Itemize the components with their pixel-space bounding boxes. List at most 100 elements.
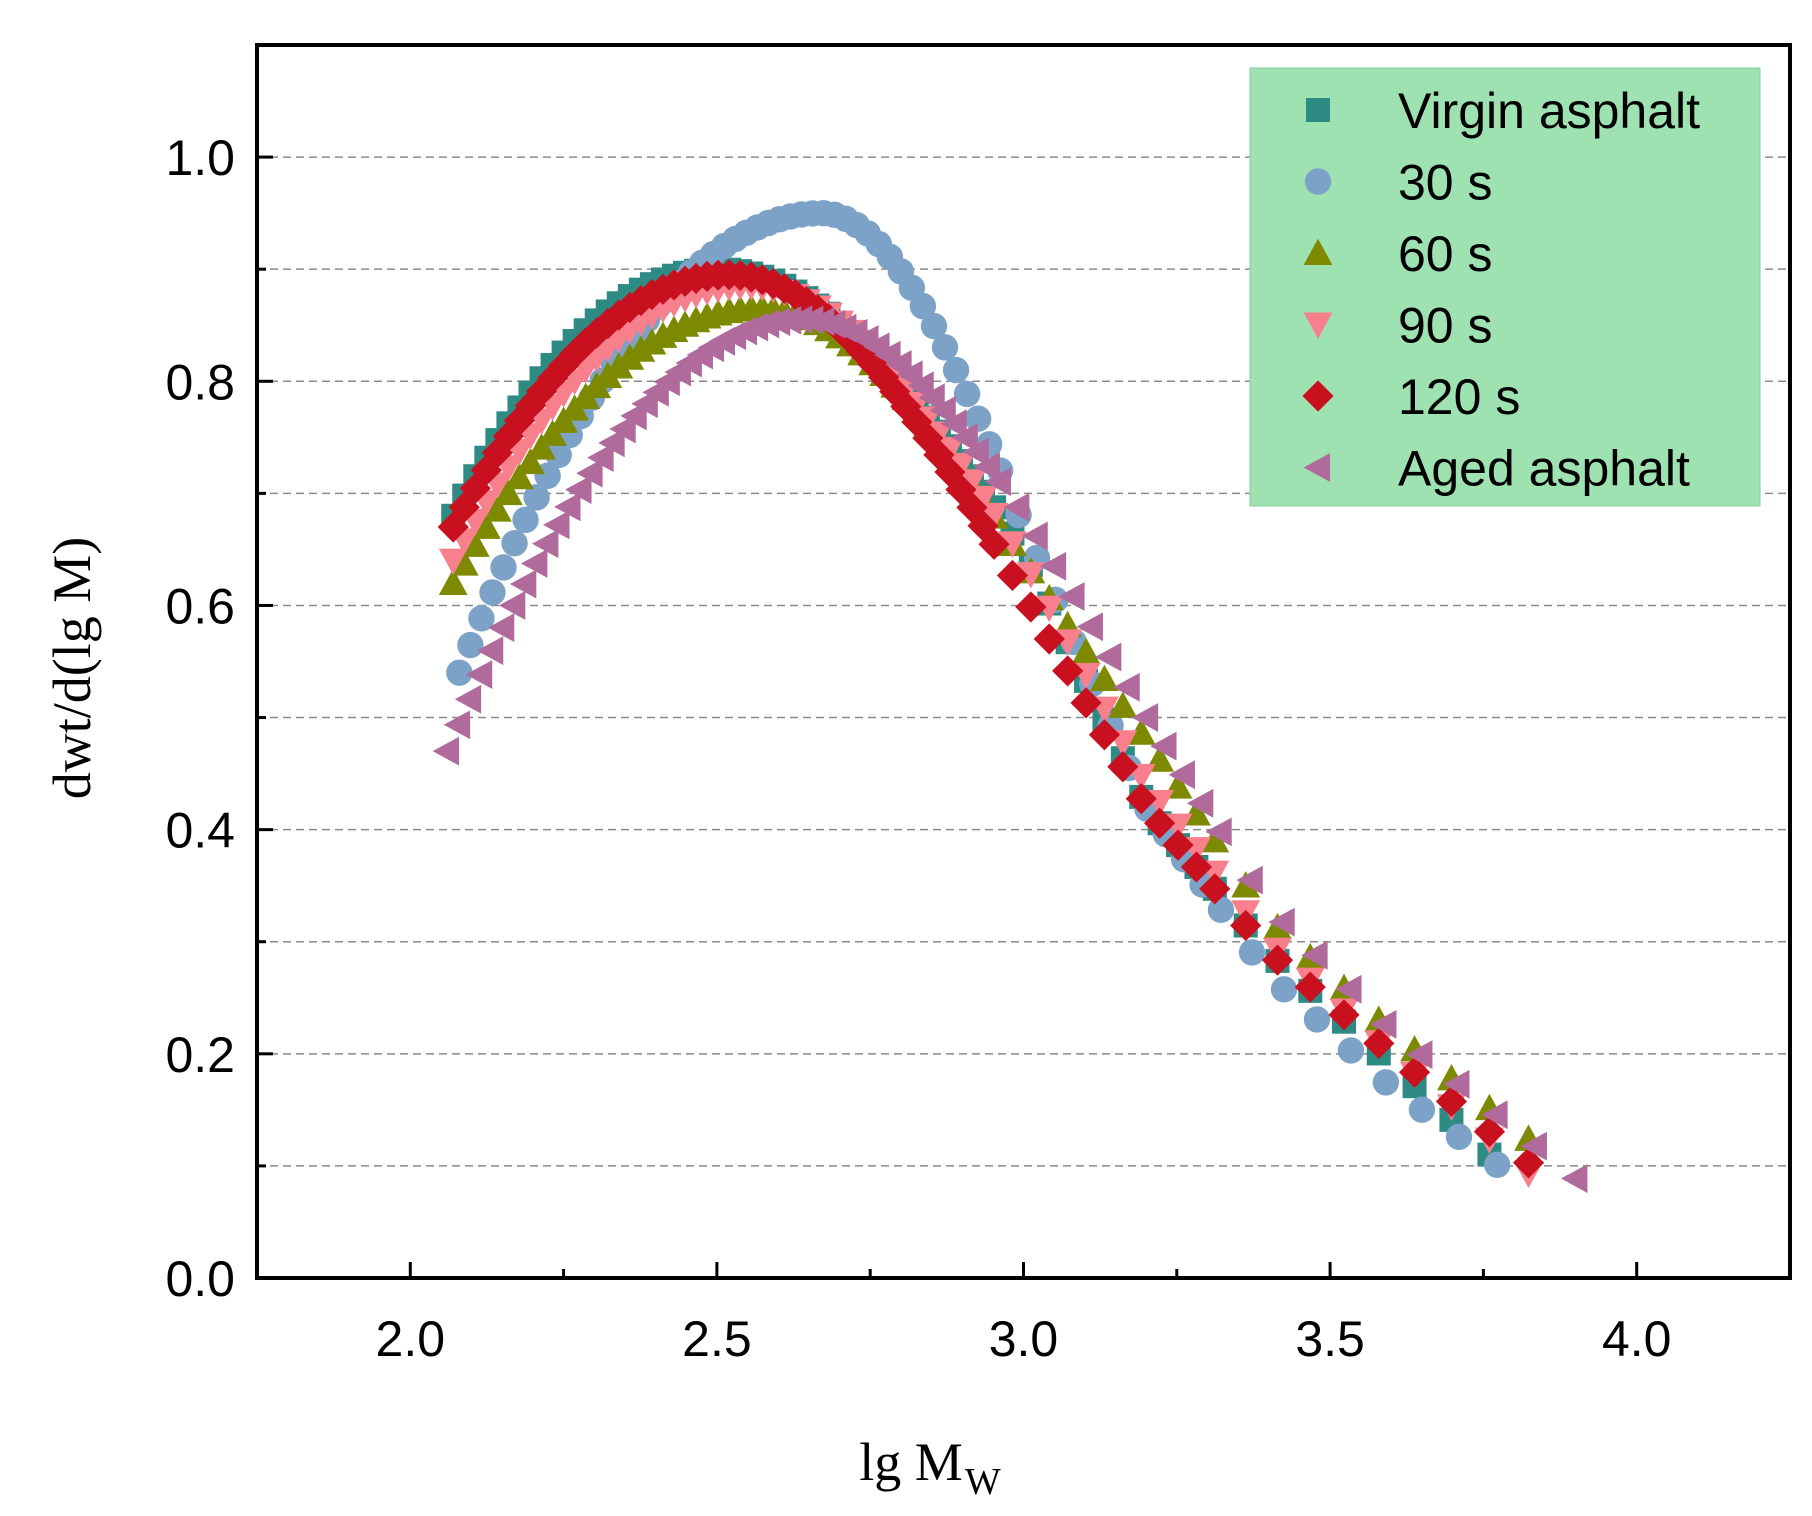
data-point (1301, 940, 1328, 970)
data-point (460, 530, 490, 557)
data-point (1445, 1123, 1473, 1151)
data-point (482, 495, 512, 522)
data-point (494, 478, 523, 506)
data-point (512, 506, 539, 534)
data-point (432, 736, 460, 766)
data-point (487, 613, 515, 643)
data-point (476, 636, 504, 666)
axis-ticks (257, 155, 1639, 1280)
data-point (620, 401, 647, 431)
legend-marker (1303, 453, 1330, 482)
data-point (1090, 664, 1119, 691)
data-point (565, 475, 592, 504)
data-point (516, 447, 545, 475)
data-point (996, 559, 1029, 592)
data-point (1408, 1096, 1436, 1123)
data-point (492, 420, 525, 452)
data-point (471, 512, 501, 539)
data-point (536, 362, 569, 394)
data-point (501, 529, 528, 557)
data-point (1200, 825, 1230, 853)
data-point (570, 327, 602, 359)
data-point (1108, 691, 1138, 718)
data-point (1520, 1131, 1547, 1161)
data-point (454, 684, 482, 714)
data-point (979, 502, 1009, 530)
data-point (1370, 1009, 1397, 1039)
data-point (752, 309, 780, 339)
y-tick-label: 0.6 (165, 578, 235, 634)
legend-marker (1306, 98, 1330, 122)
data-point (576, 458, 603, 488)
data-point (1131, 703, 1159, 732)
data-point (457, 631, 484, 659)
data-point (520, 549, 548, 578)
data-point (1126, 718, 1156, 745)
data-point (525, 375, 558, 408)
data-point (1238, 939, 1266, 966)
data-point (1230, 909, 1262, 942)
data-point (587, 443, 614, 473)
data-point (559, 338, 591, 370)
tick-labels: 2.0 2.5 3.0 3.5 4.0 0.0 0.2 0.4 0.6 0.8 1.0 (165, 130, 1671, 1367)
data-point (1435, 1085, 1468, 1118)
data-point (953, 380, 981, 408)
data-point (548, 349, 580, 382)
data-point (1443, 1069, 1470, 1099)
data-point (443, 710, 471, 740)
data-point (1125, 783, 1157, 815)
data-point (1016, 562, 1046, 589)
data-point (543, 510, 570, 540)
data-point (1512, 1147, 1545, 1179)
data-point (481, 437, 513, 469)
data-point (438, 548, 468, 576)
data-point (1180, 851, 1213, 883)
data-point (768, 272, 800, 305)
data-point (946, 452, 976, 480)
data-point (1162, 829, 1194, 861)
data-point (614, 291, 646, 324)
data-point (846, 335, 878, 367)
data-point (1483, 1151, 1511, 1178)
x-tick-label: 3.0 (989, 1311, 1059, 1367)
data-point (918, 383, 945, 413)
data-point (1398, 1056, 1431, 1088)
series-aged-asphalt (432, 305, 1588, 1193)
data-point (1372, 1069, 1400, 1096)
x-tick-label: 2.5 (682, 1311, 752, 1367)
data-point (1076, 612, 1103, 642)
y-tick-label: 0.2 (165, 1027, 235, 1083)
data-point (951, 423, 978, 452)
data-point (1168, 760, 1195, 790)
legend: Virgin asphalt 30 s 60 s 90 s 120 s Aged asph… (1249, 67, 1761, 507)
x-axis-title: lg MW (859, 1432, 1001, 1503)
data-point (1070, 687, 1102, 719)
data-point (1021, 521, 1048, 551)
data-point (962, 437, 989, 467)
legend-marker (1302, 380, 1334, 412)
data-point (554, 492, 581, 522)
data-point (931, 334, 959, 361)
data-point (790, 285, 823, 318)
legend-background (1249, 67, 1761, 507)
data-point (973, 452, 1000, 482)
data-point (1335, 974, 1362, 1004)
data-point (945, 473, 977, 506)
data-point (1150, 731, 1177, 761)
data-point (909, 292, 937, 320)
data-point (1406, 1040, 1433, 1069)
data-point (498, 591, 526, 620)
legend-label: 60 s (1398, 226, 1493, 282)
legend-marker (1303, 312, 1333, 339)
legend-marker (1303, 238, 1333, 265)
data-point (479, 579, 506, 606)
x-tick-label: 2.0 (376, 1311, 446, 1367)
data-point (1113, 672, 1140, 702)
legend-label: 90 s (1398, 298, 1493, 354)
data-point (964, 405, 992, 432)
legend-label: Aged asphalt (1398, 441, 1690, 497)
data-point (509, 569, 537, 599)
data-point (527, 433, 556, 460)
data-point (609, 414, 636, 444)
